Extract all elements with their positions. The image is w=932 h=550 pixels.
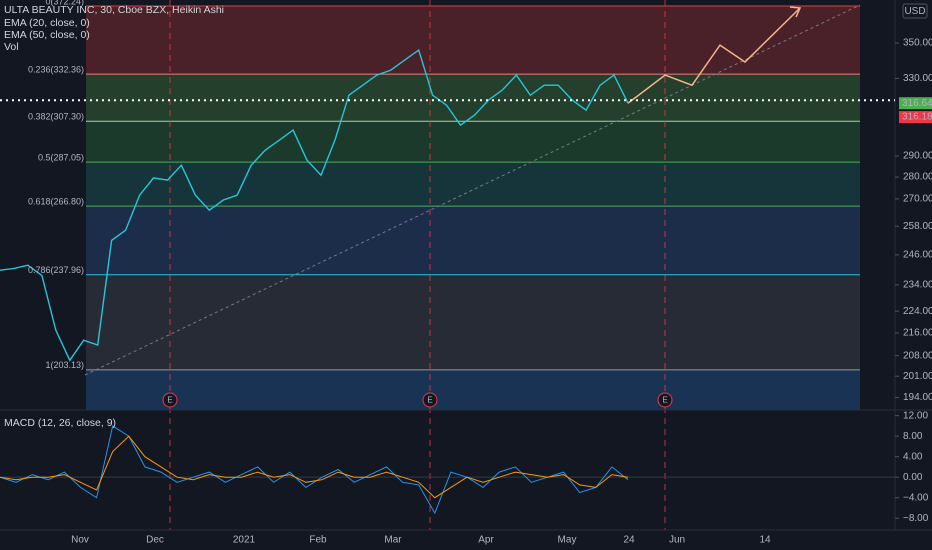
x-tick-label: Feb: [309, 535, 327, 546]
chart-title: ULTA BEAUTY INC, 30, Cboe BZX, Heikin As…: [4, 4, 224, 16]
earnings-label: E: [662, 396, 667, 405]
y-tick-label: 234.00: [903, 280, 932, 291]
y-tick-label: 12.00: [903, 410, 928, 421]
x-tick-label: Dec: [146, 535, 164, 546]
indicator: Vol: [4, 41, 19, 53]
y-tick-label: 330.00: [903, 73, 932, 84]
fib-zone: [86, 369, 860, 410]
macd-title: MACD (12, 26, close, 9): [4, 417, 116, 429]
macd-line: [0, 435, 629, 499]
fib-zone: [86, 121, 860, 163]
y-tick-label: 290.00: [903, 151, 932, 162]
x-tick-label: May: [558, 535, 577, 546]
y-tick-label: −8.00: [903, 513, 929, 524]
x-tick-label: Mar: [384, 535, 402, 546]
price-tag: [899, 111, 932, 124]
y-tick-label: 350.00: [903, 38, 932, 49]
y-tick-label: 270.00: [903, 194, 932, 205]
x-tick-label: Nov: [71, 535, 89, 546]
x-tick-label: 24: [623, 535, 635, 546]
fib-label: 0.236(332.36): [28, 64, 84, 74]
earnings-marker: [162, 392, 178, 408]
y-tick-label: −4.00: [903, 492, 929, 503]
earnings-label: E: [427, 396, 432, 405]
x-tick-label: Apr: [478, 535, 494, 546]
earnings-marker: [657, 392, 673, 408]
currency[interactable]: USD: [904, 6, 925, 17]
y-tick-label: 216.00: [903, 328, 932, 339]
fib-label: 1(203.13): [45, 360, 84, 370]
currency-box[interactable]: [902, 3, 928, 19]
arrow-head: [789, 6, 802, 18]
projection-path: [627, 7, 801, 104]
fib-label: 0.786(237.96): [28, 265, 84, 275]
earnings-marker: [422, 392, 438, 408]
fib-zone: [86, 206, 860, 275]
x-tick-label: 2021: [233, 535, 256, 546]
indicator: EMA (20, close, 0): [4, 17, 90, 29]
fib-zones: [86, 5, 860, 410]
price-tag: [899, 97, 932, 110]
fib-label: 0.382(307.30): [28, 112, 84, 122]
x-tick-label: Jun: [669, 535, 685, 546]
fib-label: 0.5(287.05): [38, 153, 84, 163]
plot: [0, 0, 895, 530]
trend-line: [84, 4, 861, 376]
price-tag-label: 316.18: [902, 112, 932, 123]
fib-zone: [86, 74, 860, 122]
y-tick-label: 208.00: [903, 350, 932, 361]
fib-zone: [86, 6, 860, 75]
fib-zone: [86, 274, 860, 370]
y-tick-label: 194.00: [903, 392, 932, 403]
indicator: EMA (50, close, 0): [4, 29, 90, 41]
x-tick-label: 14: [759, 535, 771, 546]
y-tick-label: 8.00: [903, 431, 923, 442]
macd-line: [0, 425, 629, 515]
y-tick-label: 280.00: [903, 172, 932, 183]
y-tick-label: 258.00: [903, 221, 932, 232]
y-tick-label: 201.00: [903, 371, 932, 382]
price-tag-label: 316.64: [902, 98, 932, 109]
y-tick-label: 246.00: [903, 249, 932, 260]
y-tick-label: 4.00: [903, 451, 923, 462]
fib-zone: [86, 162, 860, 207]
fib-label: 0.618(266.80): [28, 196, 84, 206]
fib-label: 0(372.24): [45, 0, 84, 6]
y-tick-label: 224.00: [903, 306, 932, 317]
price-line: [0, 48, 629, 362]
y-tick-label: 0.00: [903, 472, 923, 483]
earnings-label: E: [167, 396, 172, 405]
